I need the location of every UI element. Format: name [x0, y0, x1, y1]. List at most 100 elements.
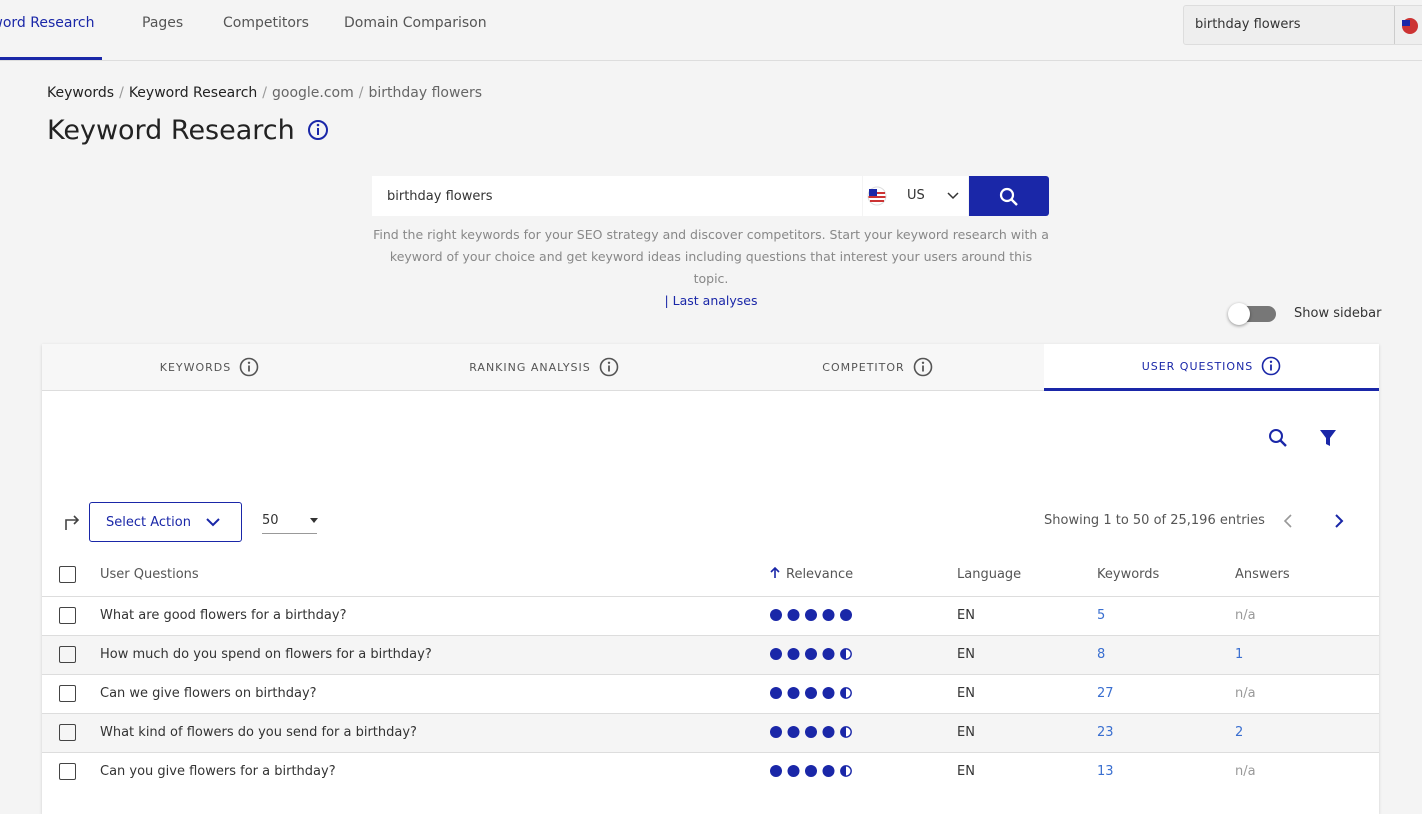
select-action-text: Select Action: [106, 515, 191, 530]
table-row: What kind of flowers do you send for a b…: [42, 713, 1379, 753]
answers-count: n/a: [1235, 608, 1256, 623]
top-nav: Keyword Research Pages Competitors Domain C…: [0, 0, 1422, 61]
tab-label: USER QUESTIONS: [1141, 359, 1254, 373]
page-title: Keyword Research: [47, 115, 329, 146]
divider: [1394, 6, 1395, 44]
flag-icon: [1402, 18, 1418, 34]
relevance-dots: [770, 765, 852, 777]
tab-label: KEYWORDS: [159, 360, 232, 374]
nav-tab[interactable]: Domain Comparison: [344, 15, 487, 31]
nav-tab[interactable]: Competitors: [223, 15, 309, 31]
entries-count: Showing 1 to 50 of 25,196 entries: [1044, 513, 1265, 528]
language: EN: [957, 725, 975, 740]
table-row: How much do you spend on flowers for a b…: [42, 635, 1379, 675]
table-row: What are good flowers for a birthday? EN 5…: [42, 596, 1379, 636]
sort-arrow: [770, 566, 780, 578]
help-text: Find the right keywords for your SEO str…: [372, 224, 1050, 312]
breadcrumb-item[interactable]: Keywords: [47, 85, 115, 101]
results-card: KEYWORDS RANKING ANALYSIS COMPETITOR USER Q…: [42, 344, 1379, 814]
next-page[interactable]: [1333, 514, 1345, 528]
breadcrumb: Keywords / Keyword Research / google.com / bir…: [47, 85, 482, 101]
active-indicator: [0, 57, 102, 60]
language: EN: [957, 764, 975, 779]
column-header: Answers: [1235, 567, 1290, 582]
nav-search[interactable]: birthday flowers: [1183, 5, 1422, 45]
page-size-text: 50: [262, 513, 279, 528]
question: Can we give flowers on birthday?: [100, 686, 317, 701]
breadcrumb-item: google.com: [272, 85, 354, 101]
page-size[interactable]: 50: [262, 511, 318, 534]
table-filter[interactable]: [1318, 428, 1338, 448]
caret: [310, 518, 318, 523]
info-icon[interactable]: [599, 357, 619, 377]
info-icon[interactable]: [913, 357, 933, 377]
search-input[interactable]: birthday flowers: [372, 176, 862, 216]
language: EN: [957, 608, 975, 623]
nav-search-text: birthday flowers: [1195, 17, 1301, 32]
header-text: Relevance: [786, 567, 854, 582]
table-row: Can you give flowers for a birthday? EN 13…: [42, 752, 1379, 792]
breadcrumb-sep: /: [358, 85, 364, 101]
search-icon: [999, 187, 1018, 206]
tab-label: RANKING ANALYSIS: [469, 360, 591, 374]
keywords-count[interactable]: 27: [1097, 686, 1114, 701]
tab[interactable]: USER QUESTIONS: [1044, 344, 1379, 391]
answers-count: n/a: [1235, 764, 1256, 779]
keywords-count[interactable]: 13: [1097, 764, 1114, 779]
search-button[interactable]: [969, 176, 1049, 216]
row-checkbox[interactable]: [59, 646, 76, 663]
answers-count[interactable]: 1: [1235, 647, 1244, 662]
row-checkbox[interactable]: [59, 607, 76, 624]
header-text: User Questions: [100, 567, 199, 582]
tab[interactable]: COMPETITOR: [711, 344, 1044, 391]
select-all[interactable]: [59, 566, 76, 583]
chevron: [206, 518, 220, 527]
question: What kind of flowers do you send for a b…: [100, 725, 417, 740]
breadcrumb-sep: /: [262, 85, 267, 101]
nav-tab[interactable]: Pages: [142, 15, 184, 31]
breadcrumb-item: birthday flowers: [368, 85, 483, 101]
column-header: Language: [957, 567, 1021, 582]
help-body: Find the right keywords for your SEO str…: [373, 227, 1049, 286]
info-icon[interactable]: [239, 357, 259, 377]
row-checkbox[interactable]: [59, 724, 76, 741]
answers-count: n/a: [1235, 686, 1256, 701]
column-header[interactable]: Relevance: [770, 566, 854, 582]
row-checkbox[interactable]: [59, 763, 76, 780]
keywords-count[interactable]: 5: [1097, 608, 1106, 623]
nav-tab[interactable]: Keyword Research: [0, 15, 95, 31]
row-checkbox[interactable]: [59, 685, 76, 702]
tab[interactable]: KEYWORDS: [42, 344, 377, 391]
language: EN: [957, 686, 975, 701]
table-row: Can we give flowers on birthday? EN 27 n/a: [42, 674, 1379, 714]
sidebar-label: Show sidebar: [1294, 306, 1382, 321]
prev-page[interactable]: [1282, 514, 1294, 528]
column-header: User Questions: [100, 567, 199, 582]
answers-count[interactable]: 2: [1235, 725, 1244, 740]
select-action[interactable]: Select Action: [89, 502, 242, 542]
header-text: Keywords: [1097, 567, 1160, 582]
sidebar-toggle[interactable]: [1228, 303, 1276, 325]
export-icon[interactable]: [62, 512, 82, 532]
question: How much do you spend on flowers for a b…: [100, 647, 432, 662]
country-select[interactable]: US: [863, 176, 968, 216]
flag-icon: [867, 186, 887, 206]
tab-label: COMPETITOR: [822, 360, 905, 374]
last-analyses-link[interactable]: | Last analyses: [664, 293, 758, 308]
relevance-dots: [770, 609, 852, 621]
language: EN: [957, 647, 975, 662]
breadcrumb-item[interactable]: Keyword Research: [128, 85, 258, 101]
column-header: Keywords: [1097, 567, 1159, 582]
relevance-dots: [770, 648, 852, 660]
table-search[interactable]: [1268, 428, 1288, 448]
breadcrumb-sep: /: [119, 85, 124, 101]
info-icon[interactable]: [1261, 356, 1281, 376]
chevron: [947, 192, 959, 200]
country-text: US: [907, 188, 925, 203]
tab[interactable]: RANKING ANALYSIS: [377, 344, 711, 391]
keywords-count[interactable]: 8: [1097, 647, 1106, 662]
relevance-dots: [770, 687, 852, 699]
keywords-count[interactable]: 23: [1097, 725, 1114, 740]
info-icon[interactable]: [307, 119, 329, 141]
